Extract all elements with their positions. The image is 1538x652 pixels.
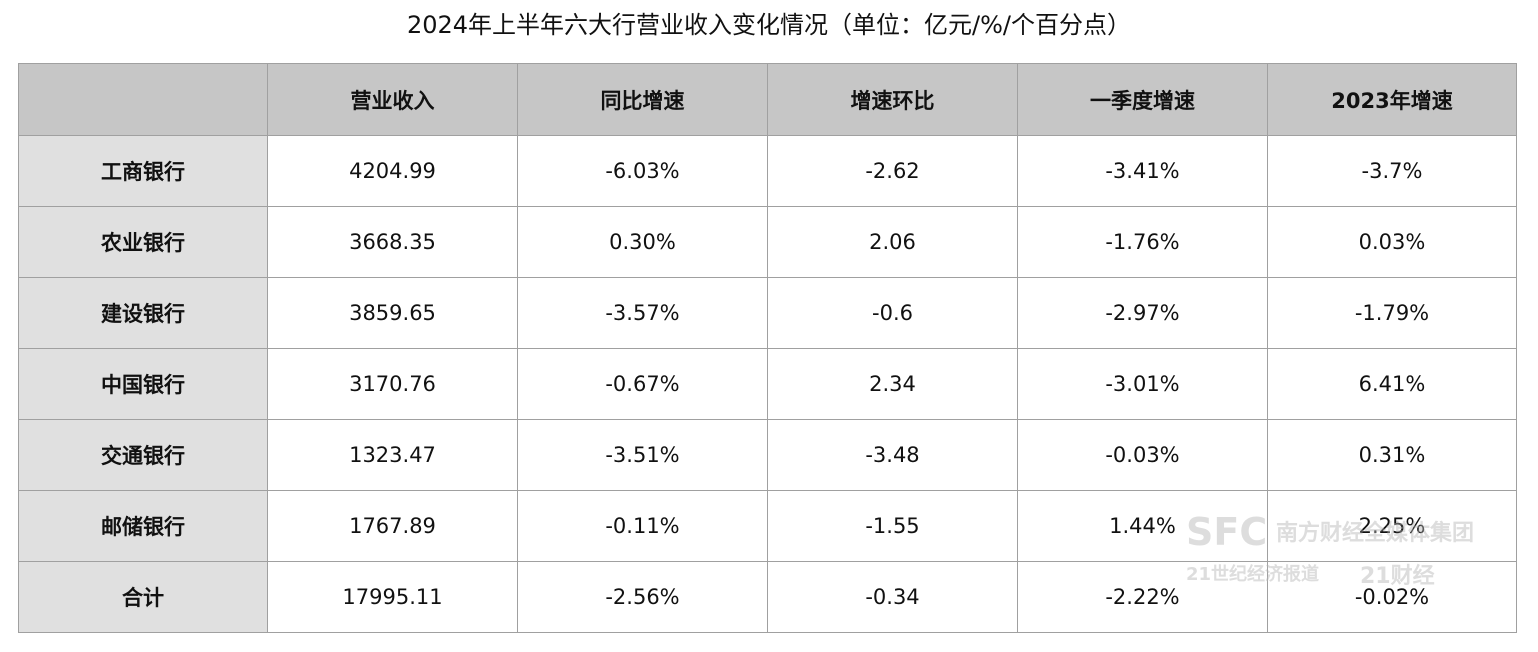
- row-header: 建设银行: [18, 277, 268, 349]
- table-row: 交通银行 1323.47 -3.51% -3.48 -0.03% 0.31%: [18, 419, 1517, 491]
- cell: -1.55: [767, 490, 1018, 562]
- cell: -3.01%: [1017, 348, 1268, 420]
- header-cell: 营业收入: [267, 63, 518, 136]
- header-cell: 同比增速: [517, 63, 768, 136]
- table-row: 中国银行 3170.76 -0.67% 2.34 -3.01% 6.41%: [18, 348, 1517, 420]
- row-header: 合计: [18, 561, 268, 633]
- watermark: 21财经: [1360, 564, 1435, 589]
- cell: -6.03%: [517, 135, 768, 207]
- cell: -3.7%: [1267, 135, 1517, 207]
- cell: -2.62: [767, 135, 1018, 207]
- cell: -3.41%: [1017, 135, 1268, 207]
- cell: -2.56%: [517, 561, 768, 633]
- cell: -3.57%: [517, 277, 768, 349]
- cell: 2.25%: [1267, 490, 1517, 562]
- cell: -0.11%: [517, 490, 768, 562]
- cell: -3.48: [767, 419, 1018, 491]
- cell: 4204.99: [267, 135, 518, 207]
- cell: 3859.65: [267, 277, 518, 349]
- watermark: 21世纪经济报道: [1186, 564, 1320, 585]
- cell: 1.44%: [1017, 490, 1268, 562]
- cell: -1.76%: [1017, 206, 1268, 278]
- row-header: 交通银行: [18, 419, 268, 491]
- cell: 2.06: [767, 206, 1018, 278]
- row-header: 邮储银行: [18, 490, 268, 562]
- header-cell: 2023年增速: [1267, 63, 1517, 136]
- header-cell: 增速环比: [767, 63, 1018, 136]
- data-table: 营业收入 同比增速 增速环比 一季度增速 2023年增速 工商银行 4204.99 -6.0…: [18, 63, 1517, 633]
- cell: -2.22%: [1017, 561, 1268, 633]
- cell: -1.79%: [1267, 277, 1517, 349]
- cell: 1323.47: [267, 419, 518, 491]
- cell: 3170.76: [267, 348, 518, 420]
- watermark: 南方财经全媒体集团: [1276, 521, 1475, 546]
- table-row: 工商银行 4204.99 -6.03% -2.62 -3.41% -3.7%: [18, 135, 1517, 207]
- cell: 0.30%: [517, 206, 768, 278]
- cell: 2.34: [767, 348, 1018, 420]
- row-header: 工商银行: [18, 135, 268, 207]
- cell: 1767.89: [267, 490, 518, 562]
- cell: -0.34: [767, 561, 1018, 633]
- cell: -3.51%: [517, 419, 768, 491]
- cell: 17995.11: [267, 561, 518, 633]
- title: 2024年上半年六大行营业收入变化情况（单位：亿元/%/个百分点）: [406, 11, 1132, 39]
- cell: -2.97%: [1017, 277, 1268, 349]
- table-row: 农业银行 3668.35 0.30% 2.06 -1.76% 0.03%: [18, 206, 1517, 278]
- header-row: 营业收入 同比增速 增速环比 一季度增速 2023年增速: [18, 63, 1517, 136]
- cell: 0.31%: [1267, 419, 1517, 491]
- cell: -0.67%: [517, 348, 768, 420]
- watermark: SFC: [1186, 510, 1268, 554]
- table-row: 合计 17995.11 -2.56% -0.34 -2.22% -0.02%: [18, 561, 1517, 633]
- cell: 0.03%: [1267, 206, 1517, 278]
- table-row: 邮储银行 1767.89 -0.11% -1.55 1.44% 2.25%: [18, 490, 1517, 562]
- cell: -0.03%: [1017, 419, 1268, 491]
- table-row: 建设银行 3859.65 -3.57% -0.6 -2.97% -1.79%: [18, 277, 1517, 349]
- header-cell: 一季度增速: [1017, 63, 1268, 136]
- row-header: 农业银行: [18, 206, 268, 278]
- header-cell: [18, 63, 268, 136]
- cell: -0.02%: [1267, 561, 1517, 633]
- cell: -0.6: [767, 277, 1018, 349]
- cell: 6.41%: [1267, 348, 1517, 420]
- cell: 3668.35: [267, 206, 518, 278]
- row-header: 中国银行: [18, 348, 268, 420]
